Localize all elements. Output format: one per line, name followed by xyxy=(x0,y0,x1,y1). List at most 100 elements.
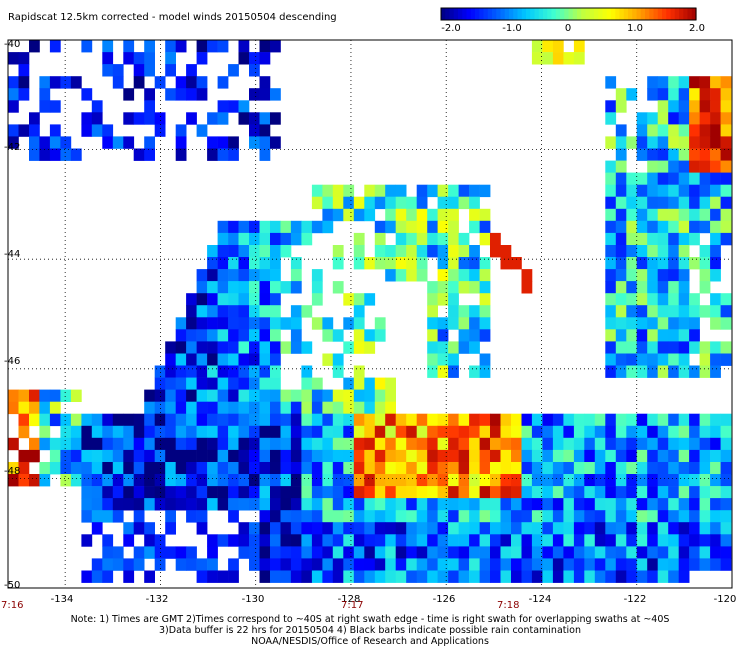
wind-cell xyxy=(395,232,407,246)
latitude-axis: -40 -42 -44 -46 -48 -50 xyxy=(4,39,20,591)
wind-cell xyxy=(552,498,564,511)
wind-cell xyxy=(594,498,606,511)
wind-cell xyxy=(668,100,679,113)
colorbar-cell xyxy=(453,8,459,20)
wind-cell xyxy=(395,522,407,535)
wind-cell xyxy=(144,449,155,463)
wind-cell xyxy=(280,245,292,258)
wind-cell xyxy=(238,341,250,354)
wind-cell xyxy=(710,449,721,463)
wind-cell xyxy=(196,510,208,523)
wind-cell xyxy=(437,425,449,439)
wind-cell xyxy=(228,148,239,161)
wind-cell xyxy=(207,570,218,583)
wind-cell xyxy=(280,413,292,427)
wind-cell xyxy=(416,425,428,439)
wind-cell xyxy=(217,353,229,366)
wind-cell xyxy=(259,76,271,89)
colorbar-cell xyxy=(666,8,672,20)
wind-cell xyxy=(18,449,30,463)
wind-cell xyxy=(228,232,239,246)
wind-cell xyxy=(710,220,721,234)
wind-cell xyxy=(668,486,679,499)
wind-cell xyxy=(689,184,700,198)
wind-cell xyxy=(290,462,302,475)
wind-cell xyxy=(416,220,428,234)
wind-cell xyxy=(448,474,459,487)
lon-tick-label: -122 xyxy=(624,594,647,605)
wind-cell xyxy=(689,172,700,185)
wind-cell xyxy=(29,136,40,149)
wind-cell xyxy=(332,184,344,198)
wind-cell xyxy=(207,257,218,270)
wind-cell xyxy=(552,570,564,583)
wind-cell xyxy=(395,462,407,475)
wind-cell xyxy=(500,437,512,451)
wind-cell xyxy=(207,365,218,378)
wind-cell xyxy=(406,232,417,246)
wind-cell xyxy=(657,220,669,234)
wind-cell xyxy=(332,486,344,499)
wind-cell xyxy=(395,437,407,451)
wind-cell xyxy=(427,365,438,378)
wind-cell xyxy=(353,329,365,342)
wind-cell xyxy=(511,546,522,559)
wind-cell xyxy=(364,257,376,270)
wind-cell xyxy=(217,486,229,499)
wind-cell xyxy=(605,425,617,439)
wind-cell xyxy=(657,232,669,246)
wind-cell xyxy=(657,341,669,354)
wind-cell xyxy=(437,486,449,499)
colorbar-cell xyxy=(657,8,663,20)
lat-tick-label: -50 xyxy=(4,580,20,591)
wind-cell xyxy=(259,534,271,547)
wind-cell xyxy=(689,546,700,559)
wind-cell xyxy=(668,341,679,354)
wind-cell xyxy=(699,124,711,137)
wind-cell xyxy=(228,100,239,113)
wind-cell xyxy=(18,124,30,137)
wind-cell xyxy=(112,558,124,571)
wind-cell xyxy=(186,365,197,378)
colorbar-cell xyxy=(441,8,446,20)
wind-cell xyxy=(123,413,135,427)
wind-cell xyxy=(710,353,721,366)
wind-cell xyxy=(699,413,711,427)
wind-cell xyxy=(500,534,512,547)
colorbar-cell xyxy=(521,8,527,20)
wind-cell xyxy=(531,486,543,499)
wind-cell xyxy=(531,570,543,583)
wind-cell xyxy=(311,317,323,330)
wind-cell xyxy=(490,232,501,246)
wind-cell xyxy=(710,245,721,258)
wind-cell xyxy=(710,100,721,113)
wind-cell xyxy=(322,184,334,198)
wind-cell xyxy=(249,437,260,451)
wind-cell xyxy=(573,558,585,571)
wind-cell xyxy=(112,486,124,499)
wind-cell xyxy=(60,136,72,149)
wind-cell xyxy=(8,88,19,101)
wind-cell xyxy=(374,498,386,511)
wind-cell xyxy=(270,293,281,306)
wind-cell xyxy=(165,377,176,390)
wind-cell xyxy=(668,245,679,258)
wind-cell xyxy=(636,124,648,137)
wind-cell xyxy=(552,462,564,475)
wind-cell xyxy=(301,486,313,499)
wind-cell xyxy=(280,510,292,523)
wind-cell xyxy=(458,437,470,451)
wind-cell xyxy=(479,365,491,378)
colorbar-cell xyxy=(589,8,595,20)
wind-cell xyxy=(678,570,690,583)
wind-cell xyxy=(301,305,313,318)
wind-cell xyxy=(668,88,679,101)
wind-cell xyxy=(678,341,690,354)
wind-cell xyxy=(605,449,617,463)
wind-cell xyxy=(364,510,376,523)
lon-tick-label: -130 xyxy=(242,594,265,605)
wind-cell xyxy=(238,112,250,125)
wind-cell xyxy=(81,510,93,523)
wind-cell xyxy=(678,172,690,185)
wind-cell xyxy=(217,462,229,475)
